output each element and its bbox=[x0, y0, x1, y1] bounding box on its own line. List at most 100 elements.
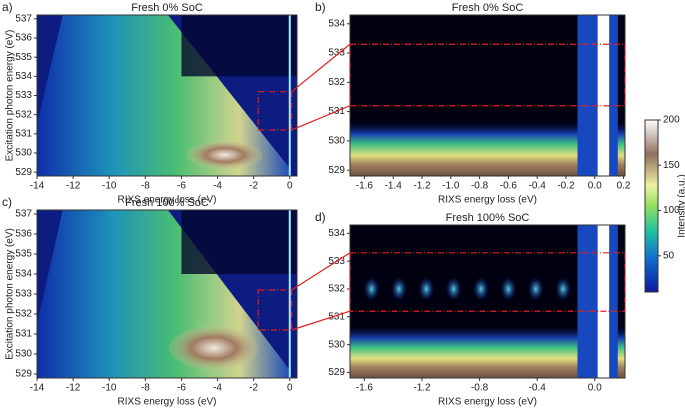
x-tick-label: -0.2 bbox=[557, 181, 575, 192]
x-tick-label: -6 bbox=[177, 181, 186, 192]
y-axis-label: Excitation photon energy (eV) bbox=[5, 30, 16, 162]
x-tick-label: 0.0 bbox=[588, 383, 602, 394]
panel-title: Fresh 100% SoC bbox=[446, 212, 530, 224]
x-tick-label: -1.0 bbox=[442, 181, 460, 192]
vibronic-spot bbox=[390, 276, 407, 301]
vibronic-spot bbox=[527, 276, 544, 301]
y-tick-label: 532 bbox=[15, 309, 32, 320]
x-tick-label: -1.6 bbox=[356, 383, 374, 394]
y-tick-label: 535 bbox=[15, 52, 32, 63]
y-tick-label: 532 bbox=[328, 77, 345, 88]
x-tick-label: -1.2 bbox=[413, 181, 431, 192]
x-tick-label: -12 bbox=[66, 383, 81, 394]
x-tick-label: -2 bbox=[249, 181, 258, 192]
x-tick-label: -0.8 bbox=[471, 181, 489, 192]
x-tick-label: -2 bbox=[249, 383, 258, 394]
x-tick-label: -14 bbox=[30, 383, 45, 394]
heatmap-image bbox=[37, 210, 297, 378]
heatmap-peak bbox=[168, 326, 259, 370]
elastic-line bbox=[597, 15, 610, 176]
panel-title: Fresh 100% SoC bbox=[125, 197, 209, 209]
x-tick-label: -8 bbox=[141, 383, 150, 394]
y-tick-label: 532 bbox=[328, 284, 345, 295]
x-tick-label: -4 bbox=[213, 181, 222, 192]
heatmap-top-right bbox=[181, 15, 297, 77]
y-tick-label: 529 bbox=[15, 167, 32, 178]
panel-label: b) bbox=[315, 0, 326, 14]
panel-label: c) bbox=[2, 195, 12, 209]
y-tick-label: 529 bbox=[15, 369, 32, 380]
y-tick-label: 200 bbox=[663, 115, 680, 126]
zoom-box bbox=[349, 252, 626, 312]
y-axis-label: Excitation photon energy (eV) bbox=[5, 228, 16, 360]
y-axis-label: Intensity (a.u.) bbox=[677, 174, 685, 237]
zoom-connector bbox=[291, 310, 351, 331]
x-tick-label: -0.4 bbox=[529, 383, 547, 394]
zoom-connector bbox=[291, 252, 351, 291]
y-tick-label: 533 bbox=[328, 48, 345, 59]
zoom-box bbox=[349, 43, 626, 107]
panel-label: a) bbox=[2, 0, 13, 14]
frame bbox=[644, 119, 659, 293]
y-tick-label: 534 bbox=[328, 228, 345, 239]
y-tick-label: 100 bbox=[663, 205, 680, 216]
y-tick-label: 530 bbox=[15, 349, 32, 360]
y-tick-label: 150 bbox=[663, 160, 680, 171]
y-tick-label: 536 bbox=[15, 229, 32, 240]
x-tick-label: -0.8 bbox=[471, 383, 489, 394]
y-tick-label: 536 bbox=[15, 33, 32, 44]
x-tick-label: -1.4 bbox=[385, 181, 403, 192]
x-tick-label: -1.6 bbox=[356, 181, 374, 192]
heatmap-image bbox=[350, 225, 625, 378]
x-tick-label: 0.0 bbox=[588, 181, 602, 192]
vibronic-spot bbox=[445, 276, 462, 301]
x-axis-label: RIXS energy loss (eV) bbox=[118, 397, 217, 408]
panel-label: d) bbox=[315, 210, 326, 224]
y-tick-label: 533 bbox=[15, 289, 32, 300]
zoom-connector bbox=[291, 43, 351, 93]
zoom-box bbox=[257, 289, 293, 331]
heatmap-top-right bbox=[181, 210, 297, 274]
elastic-line bbox=[597, 225, 610, 378]
vibronic-spot bbox=[500, 276, 517, 301]
x-tick-label: -1.2 bbox=[413, 383, 431, 394]
y-tick-label: 529 bbox=[328, 367, 345, 378]
y-tick-label: 534 bbox=[15, 71, 32, 82]
y-tick-label: 533 bbox=[15, 90, 32, 101]
heatmap-image bbox=[37, 15, 297, 176]
x-tick-label: 0 bbox=[287, 181, 293, 192]
heatmap-band bbox=[37, 15, 290, 176]
vibronic-spot bbox=[555, 276, 572, 301]
panel-title: Fresh 0% SoC bbox=[452, 2, 524, 14]
heatmap-image bbox=[350, 15, 625, 176]
x-axis-label: RIXS energy loss (eV) bbox=[118, 195, 217, 206]
y-tick-label: 531 bbox=[328, 311, 345, 322]
x-tick-label: 0.2 bbox=[617, 181, 631, 192]
heatmap-peak bbox=[186, 140, 263, 169]
x-tick-label: -12 bbox=[66, 181, 81, 192]
y-tick-label: 535 bbox=[15, 249, 32, 260]
y-tick-label: 534 bbox=[15, 269, 32, 280]
colorbar bbox=[645, 120, 658, 292]
zoom-box bbox=[257, 91, 293, 131]
x-tick-label: -10 bbox=[102, 181, 117, 192]
x-tick-label: -4 bbox=[213, 383, 222, 394]
y-tick-label: 537 bbox=[15, 13, 32, 24]
x-tick-label: -6 bbox=[177, 383, 186, 394]
y-tick-label: 530 bbox=[15, 148, 32, 159]
x-tick-label: -0.6 bbox=[500, 181, 518, 192]
x-tick-label: -0.4 bbox=[529, 181, 547, 192]
x-axis-label: RIXS energy loss (eV) bbox=[438, 397, 537, 408]
y-tick-label: 531 bbox=[15, 329, 32, 340]
panel-title: Fresh 0% SoC bbox=[131, 2, 203, 14]
vibronic-spot bbox=[418, 276, 435, 301]
x-tick-label: 0 bbox=[287, 383, 293, 394]
x-tick-label: -14 bbox=[30, 181, 45, 192]
y-tick-label: 530 bbox=[328, 339, 345, 350]
x-tick-label: -8 bbox=[141, 181, 150, 192]
y-tick-label: 537 bbox=[15, 209, 32, 220]
x-axis-label: RIXS energy loss (eV) bbox=[438, 195, 537, 206]
vibronic-spot bbox=[363, 276, 380, 301]
y-tick-label: 534 bbox=[328, 18, 345, 29]
y-tick-label: 531 bbox=[15, 128, 32, 139]
